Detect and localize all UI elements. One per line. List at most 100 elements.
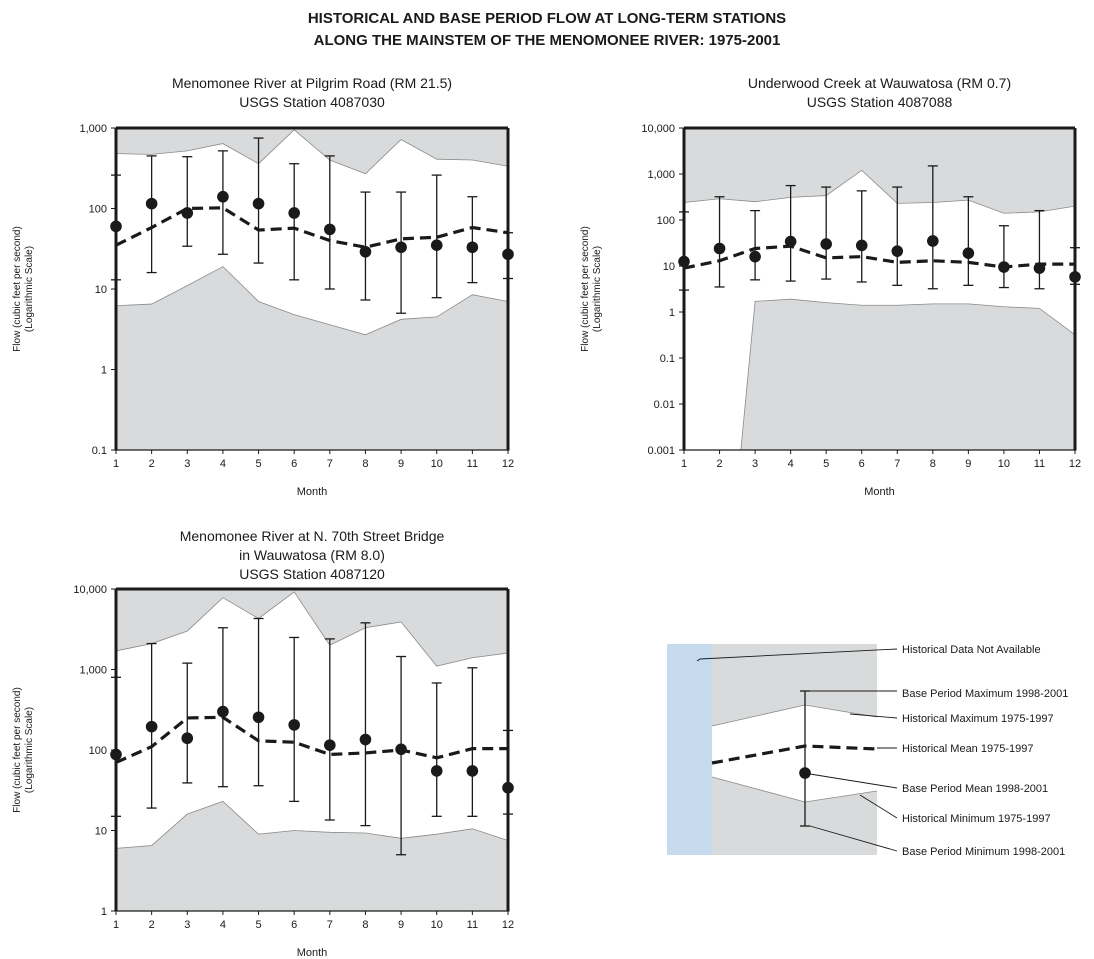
x-tick-label: 1 [113,919,119,931]
legend-label-hist-max: Historical Maximum 1975-1997 [902,713,1054,725]
historical-min-area [116,801,508,911]
base-mean-point [217,190,229,203]
historical-max-area [116,128,508,174]
legend-label-base-min: Base Period Minimum 1998-2001 [902,846,1065,858]
historical-min-line [740,298,1076,451]
y-axis-label-line2: (Logarithmic Scale) [24,707,35,793]
historical-mean-line [115,715,508,764]
x-axis-label: Month [297,947,328,959]
y-axis-label-line1: Flow (cubic feet per second) [580,226,591,352]
base-mean-point [359,245,372,258]
base-mean-point [145,720,158,733]
x-tick-label: 11 [1034,458,1045,470]
y-tick-label: 1 [101,365,107,377]
y-tick-label: 10 [663,261,675,273]
base-mean-point [749,250,761,263]
legend-mean-point [799,767,811,779]
legend-leader-hist-min [859,794,898,819]
y-tick-label: 0.01 [654,399,675,411]
x-axis-label: Month [297,486,328,498]
x-tick-label: 3 [184,919,190,931]
y-tick-label: 1,000 [79,665,107,677]
chart-underwood-creek: Underwood Creek at Wauwatosa (RM 0.7) USG… [580,75,1081,498]
x-tick-label: 12 [502,458,514,470]
historical-min-line [115,266,509,336]
not-available-swatch [667,644,712,855]
chart-70th-street-bridge: Menomonee River at N. 70th Street Bridge… [12,528,514,959]
x-tick-label: 7 [894,458,900,470]
base-mean-point [430,765,443,777]
base-mean-point [713,242,726,255]
legend-max-area [712,644,877,726]
x-tick-label: 10 [998,458,1010,470]
base-mean-point [181,207,194,219]
base-mean-point [891,245,904,257]
x-tick-label: 10 [431,919,443,931]
base-mean-point [466,765,479,777]
x-tick-label: 7 [327,919,333,931]
base-mean-point [252,711,265,724]
x-tick-label: 12 [1069,458,1081,470]
chart-title-line1: Menomonee River at Pilgrim Road (RM 21.5… [172,75,452,91]
x-tick-label: 8 [362,919,368,931]
historical-min-area [740,299,1075,450]
x-tick-label: 2 [716,458,722,470]
chart-title-line1: Underwood Creek at Wauwatosa (RM 0.7) [748,75,1011,91]
legend-label-hist-mean: Historical Mean 1975-1997 [902,743,1033,755]
x-tick-label: 9 [398,919,404,931]
x-tick-label: 7 [327,458,333,470]
base-mean-point [359,733,372,746]
historical-max-area [684,128,1075,214]
legend-leader-base-mean [809,773,898,789]
legend-label-base-mean: Base Period Mean 1998-2001 [902,783,1048,795]
historical-max-area [116,589,508,667]
x-tick-label: 8 [362,458,368,470]
base-mean-point [395,743,407,756]
x-axis-label: Month [864,486,895,498]
legend-label-not-available: Historical Data Not Available [902,644,1041,656]
base-mean-point [466,241,479,254]
y-tick-label: 1,000 [647,169,675,181]
base-mean-point [252,197,265,210]
base-mean-point [324,739,336,751]
base-mean-point [181,732,194,745]
y-tick-label: 10 [95,826,107,838]
legend-leader-base-min [809,825,898,852]
legend: Historical Data Not Available Base Period… [667,644,1068,858]
y-axis-label-line2: (Logarithmic Scale) [24,246,35,332]
historical-mean-line [683,244,1075,270]
base-mean-point [430,239,443,252]
legend-mean-line [711,744,878,765]
base-mean-point [324,223,336,236]
base-mean-point [395,241,407,254]
x-tick-label: 11 [467,458,478,470]
base-mean-point [1033,262,1046,274]
historical-min-area [116,266,508,450]
x-tick-label: 6 [859,458,865,470]
y-tick-label: 100 [89,745,107,757]
legend-label-base-max: Base Period Maximum 1998-2001 [902,688,1068,700]
chart-title-line1: Menomonee River at N. 70th Street Bridge [180,528,445,544]
y-tick-label: 10,000 [641,123,675,135]
base-mean-point [288,719,300,731]
historical-min-line [115,800,509,849]
base-mean-point [998,261,1010,273]
x-tick-label: 1 [681,458,687,470]
legend-leader-not-available [696,648,898,662]
legend-leader-hist-max [849,713,898,719]
x-tick-label: 3 [752,458,758,470]
historical-mean-line [115,206,509,249]
y-tick-label: 1 [101,906,107,918]
chart-title-line2: USGS Station 4087030 [239,94,385,110]
chart-pilgrim-road: Menomonee River at Pilgrim Road (RM 21.5… [12,75,514,498]
y-axis-label-line2: (Logarithmic Scale) [592,246,603,332]
historical-max-line [683,169,1076,214]
y-tick-label: 1,000 [79,123,107,135]
y-tick-label: 1 [669,307,675,319]
chart-title-line2: USGS Station 4087088 [807,94,953,110]
x-tick-label: 3 [184,458,190,470]
y-tick-label: 10,000 [73,584,107,596]
base-mean-point [927,235,939,247]
y-tick-label: 0.1 [660,353,675,365]
